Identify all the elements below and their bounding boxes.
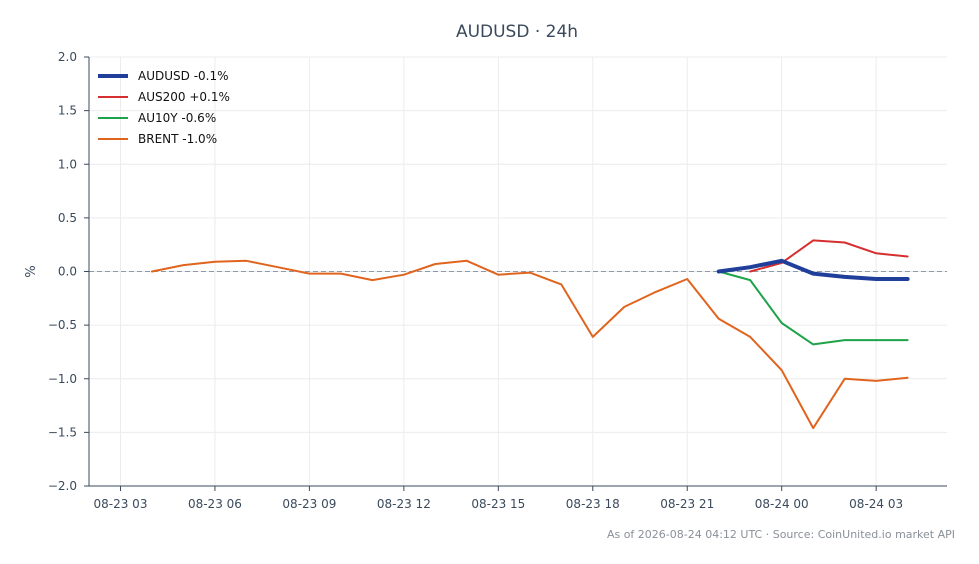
x-tick-label: 08-23 09 [282,497,336,511]
y-tick-label: −0.5 [48,318,77,332]
x-axis-ticks: 08-23 03 08-23 06 08-23 09 08-23 12 08-23 15… [94,486,903,511]
x-tick-label: 08-23 03 [94,497,148,511]
x-tick-label: 08-24 00 [755,497,809,511]
legend-entry: AUDUSD -0.1% [138,69,229,83]
series-line [749,239,909,273]
series-line [717,270,909,346]
y-axis-label: % [24,265,39,277]
chart-footer: As of 2026-08-24 04:12 UTC · Source: Coi… [607,528,955,541]
y-tick-label: 0.0 [58,265,77,279]
y-tick-label: −1.5 [48,425,77,439]
x-tick-label: 08-23 21 [660,497,714,511]
y-tick-label: −1.0 [48,372,77,386]
y-tick-label: 1.5 [58,104,77,118]
y-tick-label: 0.5 [58,211,77,225]
y-tick-label: 2.0 [58,50,77,64]
x-tick-label: 08-23 12 [377,497,431,511]
y-axis-ticks: 2.0 1.5 1.0 0.5 0.0 −0.5 −1.0 −1.5 −2.0 [48,50,89,493]
series-line [716,258,910,281]
series-line [151,259,909,430]
chart-title: AUDUSD · 24h [456,22,578,42]
legend-entry: AUS200 +0.1% [138,90,230,104]
legend-entry: BRENT -1.0% [138,132,217,146]
series-layer [151,239,910,430]
x-tick-label: 08-23 06 [188,497,242,511]
x-tick-label: 08-24 03 [849,497,903,511]
y-tick-label: −2.0 [48,479,77,493]
legend-entry: AU10Y -0.6% [138,111,216,125]
x-tick-label: 08-23 15 [471,497,525,511]
y-tick-label: 1.0 [58,157,77,171]
x-tick-label: 08-23 18 [566,497,620,511]
legend: AUDUSD -0.1% AUS200 +0.1% AU10Y -0.6% BRENT… [98,69,230,146]
